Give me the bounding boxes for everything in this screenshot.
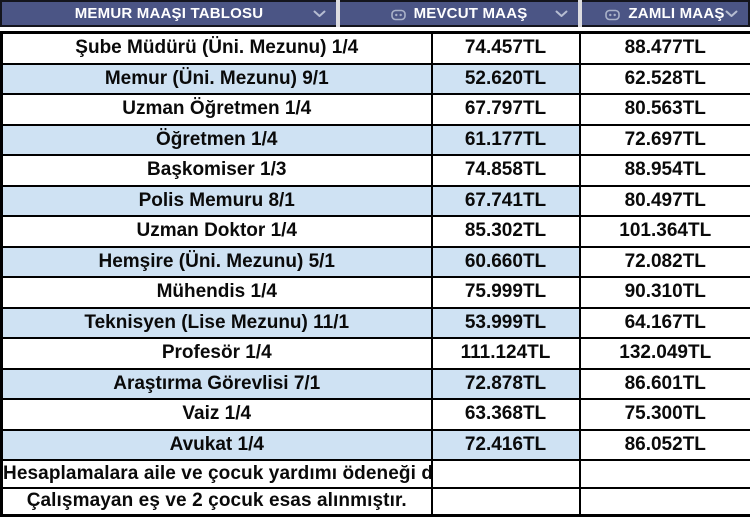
header-divider bbox=[578, 0, 582, 27]
header-divider bbox=[336, 0, 340, 27]
chevron-down-icon[interactable] bbox=[555, 10, 568, 18]
raised-salary-cell: 64.167TL bbox=[578, 306, 750, 340]
current-salary-cell: 74.457TL bbox=[430, 31, 581, 65]
profession-cell: Profesör 1/4 bbox=[0, 337, 433, 370]
profession-cell: Hemşire (Üni. Mezunu) 5/1 bbox=[0, 245, 433, 279]
empty-cell bbox=[578, 486, 750, 517]
raised-salary-header-label: ZAMLI MAAŞ bbox=[628, 5, 725, 22]
raised-salary-cell: 80.497TL bbox=[578, 184, 750, 218]
table-row: Memur (Üni. Mezunu) 9/1 52.620TL 62.528T… bbox=[0, 62, 750, 96]
table-row: Başkomiser 1/3 74.858TL 88.954TL bbox=[0, 154, 750, 187]
current-salary-cell: 52.620TL bbox=[430, 62, 581, 96]
profession-cell: Mühendis 1/4 bbox=[0, 276, 433, 309]
profession-cell: Şube Müdürü (Üni. Mezunu) 1/4 bbox=[0, 31, 433, 65]
table-header-bar: MEMUR MAAŞI TABLOSU MEVCUT MAAŞ ZAMLI MA… bbox=[0, 0, 750, 27]
empty-cell bbox=[430, 486, 581, 517]
table-row: Polis Memuru 8/1 67.741TL 80.497TL bbox=[0, 184, 750, 218]
current-salary-cell: 72.878TL bbox=[430, 367, 581, 401]
footnote-row: Çalışmayan eş ve 2 çocuk esas alınmıştır… bbox=[0, 486, 750, 517]
raised-salary-cell: 86.601TL bbox=[578, 367, 750, 401]
chevron-down-icon[interactable] bbox=[725, 10, 738, 18]
raised-salary-cell: 80.563TL bbox=[578, 93, 750, 126]
profession-cell: Öğretmen 1/4 bbox=[0, 123, 433, 157]
chevron-down-icon[interactable] bbox=[313, 10, 326, 18]
current-salary-cell: 63.368TL bbox=[430, 398, 581, 431]
raised-salary-cell: 132.049TL bbox=[578, 337, 750, 370]
header-current-salary-column[interactable]: MEVCUT MAAŞ bbox=[340, 0, 578, 27]
profession-cell: Araştırma Görevlisi 7/1 bbox=[0, 367, 433, 401]
current-salary-cell: 60.660TL bbox=[430, 245, 581, 279]
table-title: MEMUR MAAŞI TABLOSU bbox=[74, 5, 264, 22]
current-salary-cell: 111.124TL bbox=[430, 337, 581, 370]
current-salary-cell: 53.999TL bbox=[430, 306, 581, 340]
profession-cell: Uzman Doktor 1/4 bbox=[0, 215, 433, 248]
footnote-cell: Hesaplamalara aile ve çocuk yardımı öden… bbox=[0, 459, 433, 489]
empty-cell bbox=[578, 459, 750, 489]
current-salary-cell: 75.999TL bbox=[430, 276, 581, 309]
header-raised-salary-column[interactable]: ZAMLI MAAŞ bbox=[582, 0, 750, 27]
raised-salary-cell: 86.052TL bbox=[578, 428, 750, 462]
current-salary-cell: 61.177TL bbox=[430, 123, 581, 157]
table-row: Avukat 1/4 72.416TL 86.052TL bbox=[0, 428, 750, 462]
table-row: Profesör 1/4 111.124TL 132.049TL bbox=[0, 337, 750, 370]
table-row: Hemşire (Üni. Mezunu) 5/1 60.660TL 72.08… bbox=[0, 245, 750, 279]
raised-salary-cell: 62.528TL bbox=[578, 62, 750, 96]
table-row: Uzman Doktor 1/4 85.302TL 101.364TL bbox=[0, 215, 750, 248]
raised-salary-cell: 88.954TL bbox=[578, 154, 750, 187]
table-row: Mühendis 1/4 75.999TL 90.310TL bbox=[0, 276, 750, 309]
raised-salary-cell: 88.477TL bbox=[578, 31, 750, 65]
table-row: Teknisyen (Lise Mezunu) 11/1 53.999TL 64… bbox=[0, 306, 750, 340]
table-row: Uzman Öğretmen 1/4 67.797TL 80.563TL bbox=[0, 93, 750, 126]
current-salary-cell: 67.741TL bbox=[430, 184, 581, 218]
table-row: Öğretmen 1/4 61.177TL 72.697TL bbox=[0, 123, 750, 157]
profession-cell: Teknisyen (Lise Mezunu) 11/1 bbox=[0, 306, 433, 340]
profession-cell: Başkomiser 1/3 bbox=[0, 154, 433, 187]
empty-cell bbox=[430, 459, 581, 489]
column-type-icon bbox=[605, 9, 621, 21]
raised-salary-cell: 72.697TL bbox=[578, 123, 750, 157]
header-title-column[interactable]: MEMUR MAAŞI TABLOSU bbox=[0, 0, 336, 27]
current-salary-cell: 72.416TL bbox=[430, 428, 581, 462]
profession-cell: Uzman Öğretmen 1/4 bbox=[0, 93, 433, 126]
current-salary-cell: 74.858TL bbox=[430, 154, 581, 187]
raised-salary-cell: 75.300TL bbox=[578, 398, 750, 431]
column-type-icon bbox=[390, 9, 406, 21]
current-salary-cell: 67.797TL bbox=[430, 93, 581, 126]
profession-cell: Avukat 1/4 bbox=[0, 428, 433, 462]
raised-salary-cell: 90.310TL bbox=[578, 276, 750, 309]
salary-table: Şube Müdürü (Üni. Mezunu) 1/4 74.457TL 8… bbox=[0, 31, 750, 517]
table-row: Şube Müdürü (Üni. Mezunu) 1/4 74.457TL 8… bbox=[0, 31, 750, 65]
current-salary-header-label: MEVCUT MAAŞ bbox=[413, 5, 528, 22]
profession-cell: Memur (Üni. Mezunu) 9/1 bbox=[0, 62, 433, 96]
table-row: Vaiz 1/4 63.368TL 75.300TL bbox=[0, 398, 750, 431]
raised-salary-cell: 72.082TL bbox=[578, 245, 750, 279]
raised-salary-cell: 101.364TL bbox=[578, 215, 750, 248]
table-row: Araştırma Görevlisi 7/1 72.878TL 86.601T… bbox=[0, 367, 750, 401]
current-salary-cell: 85.302TL bbox=[430, 215, 581, 248]
profession-cell: Vaiz 1/4 bbox=[0, 398, 433, 431]
profession-cell: Polis Memuru 8/1 bbox=[0, 184, 433, 218]
footnote-row: Hesaplamalara aile ve çocuk yardımı öden… bbox=[0, 459, 750, 489]
footnote-cell: Çalışmayan eş ve 2 çocuk esas alınmıştır… bbox=[0, 486, 433, 517]
